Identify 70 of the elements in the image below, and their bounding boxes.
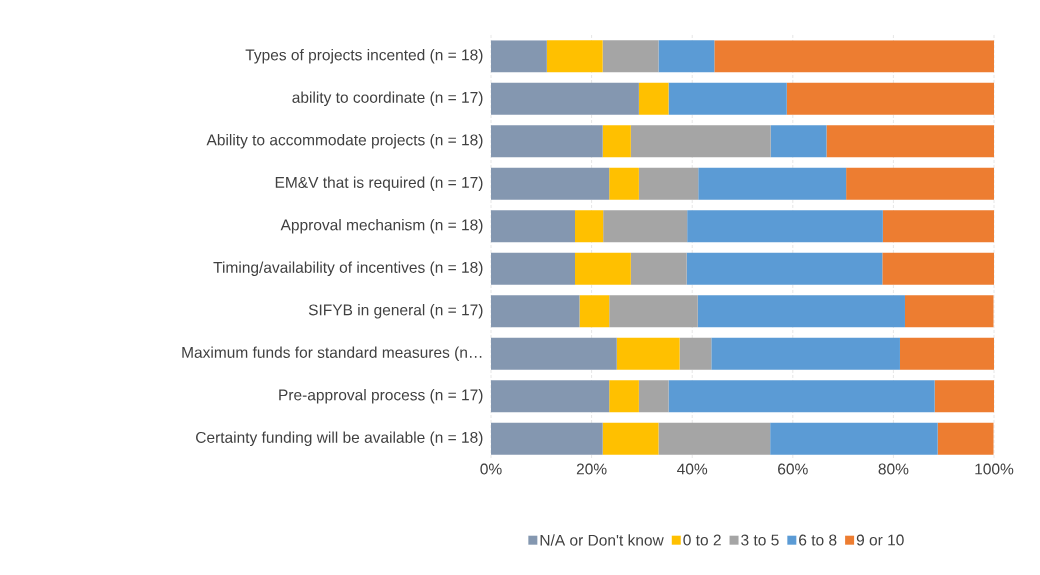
y-tick-label: Timing/availability of incentives (n = 18) <box>213 261 483 276</box>
bar <box>491 422 603 455</box>
bar <box>609 295 698 328</box>
x-tick-label: 100% <box>975 463 1014 475</box>
bar <box>658 40 715 73</box>
bar <box>786 82 995 115</box>
x-tick-label: 0% <box>480 463 502 475</box>
bar <box>602 40 659 73</box>
bar <box>491 295 580 328</box>
legend-label: 6 to 8 <box>799 534 837 546</box>
bar <box>491 380 610 413</box>
y-tick-label: Pre-approval process (n = 17) <box>279 389 483 404</box>
bar <box>679 337 712 370</box>
bar <box>491 252 576 285</box>
bar <box>698 167 847 200</box>
y-tick-label: Types of projects incented (n = 18) <box>245 49 483 64</box>
y-tick-label: Certainty funding will be available (n = 18) <box>196 431 483 446</box>
bar <box>609 167 639 200</box>
bar <box>668 380 935 413</box>
bar <box>687 210 883 243</box>
bar <box>882 252 995 285</box>
y-tick-label: Maximum funds for standard measures (n… <box>182 346 482 361</box>
y-tick-label: EM&V that is required (n = 17) <box>275 176 483 191</box>
bar <box>602 422 659 455</box>
bar <box>770 422 938 455</box>
bar <box>899 337 995 370</box>
bar <box>934 380 995 413</box>
bar <box>546 40 603 73</box>
bar <box>904 295 994 328</box>
bar <box>491 337 617 370</box>
bar <box>668 82 787 115</box>
bar <box>686 252 883 285</box>
bar <box>658 422 771 455</box>
bar <box>638 82 669 115</box>
bar <box>491 125 603 158</box>
bar <box>575 210 604 243</box>
bar <box>714 40 995 73</box>
legend-label: 9 or 10 <box>856 534 904 546</box>
bar <box>638 380 669 413</box>
bar <box>770 125 827 158</box>
bar <box>602 125 631 158</box>
legend-label: 0 to 2 <box>683 534 721 546</box>
bar <box>630 125 771 158</box>
bar <box>491 210 576 243</box>
x-tick-label: 40% <box>677 463 708 475</box>
y-tick-label: ability to coordinate (n = 17) <box>292 91 483 106</box>
bar <box>609 380 639 413</box>
x-tick-label: 60% <box>778 463 808 475</box>
bar <box>579 295 610 328</box>
bar <box>603 210 688 243</box>
bar <box>491 82 639 115</box>
y-tick-label: SIFYB in general (n = 17) <box>308 304 483 319</box>
bar <box>616 337 680 370</box>
bar <box>697 295 905 328</box>
bar <box>630 252 687 285</box>
bar <box>575 252 631 285</box>
bar <box>711 337 900 370</box>
bar <box>826 125 995 158</box>
y-tick-label: Ability to accommodate projects (n = 18) <box>206 134 483 149</box>
bar <box>491 40 547 73</box>
bar <box>846 167 995 200</box>
bar <box>882 210 995 243</box>
x-tick-label: 80% <box>878 463 909 475</box>
legend-label: 3 to 5 <box>741 534 779 546</box>
y-tick-label: Approval mechanism (n = 18) <box>280 219 483 234</box>
x-tick-label: 20% <box>576 463 607 475</box>
bar <box>638 167 699 200</box>
legend-label: N/A or Don't know <box>540 534 664 546</box>
bar <box>491 167 610 200</box>
bar <box>937 422 994 455</box>
